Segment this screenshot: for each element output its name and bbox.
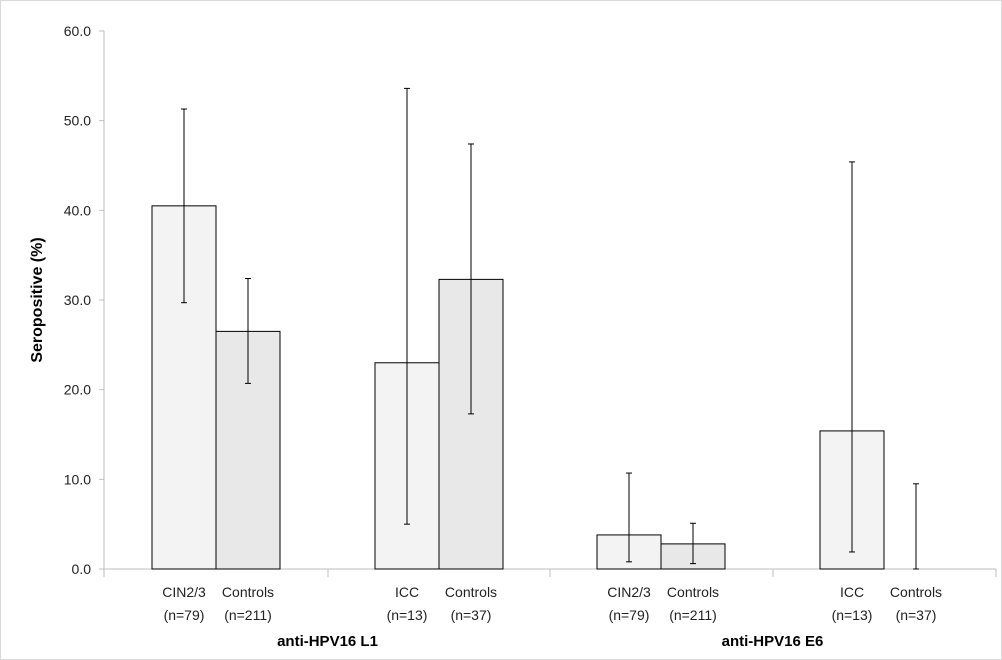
x-category-label: ICC [840,584,864,600]
x-category-n-label: (n=211) [669,607,717,623]
y-axis-title: Seropositive (%) [29,237,46,362]
x-category-n-label: (n=13) [387,607,428,623]
x-category-label: ICC [395,584,419,600]
x-group-label: anti-HPV16 E6 [722,633,824,650]
y-tick-label: 0.0 [72,561,92,577]
x-category-label: Controls [445,584,497,600]
x-category-label: Controls [222,584,274,600]
x-category-n-label: (n=79) [609,607,650,623]
y-tick-label: 20.0 [64,382,91,398]
x-category-n-label: (n=37) [451,607,492,623]
x-group-label: anti-HPV16 L1 [277,633,378,650]
y-tick-label: 40.0 [64,202,91,218]
y-tick-label: 10.0 [64,471,91,487]
y-tick-label: 50.0 [64,113,91,129]
x-category-n-label: (n=13) [832,607,873,623]
x-category-n-label: (n=211) [224,607,272,623]
x-category-label: Controls [890,584,942,600]
x-category-label: Controls [667,584,719,600]
x-category-label: CIN2/3 [162,584,206,600]
y-tick-label: 30.0 [64,292,91,308]
y-tick-label: 60.0 [64,23,91,39]
x-category-label: CIN2/3 [607,584,651,600]
x-category-n-label: (n=37) [896,607,937,623]
x-category-n-label: (n=79) [164,607,205,623]
